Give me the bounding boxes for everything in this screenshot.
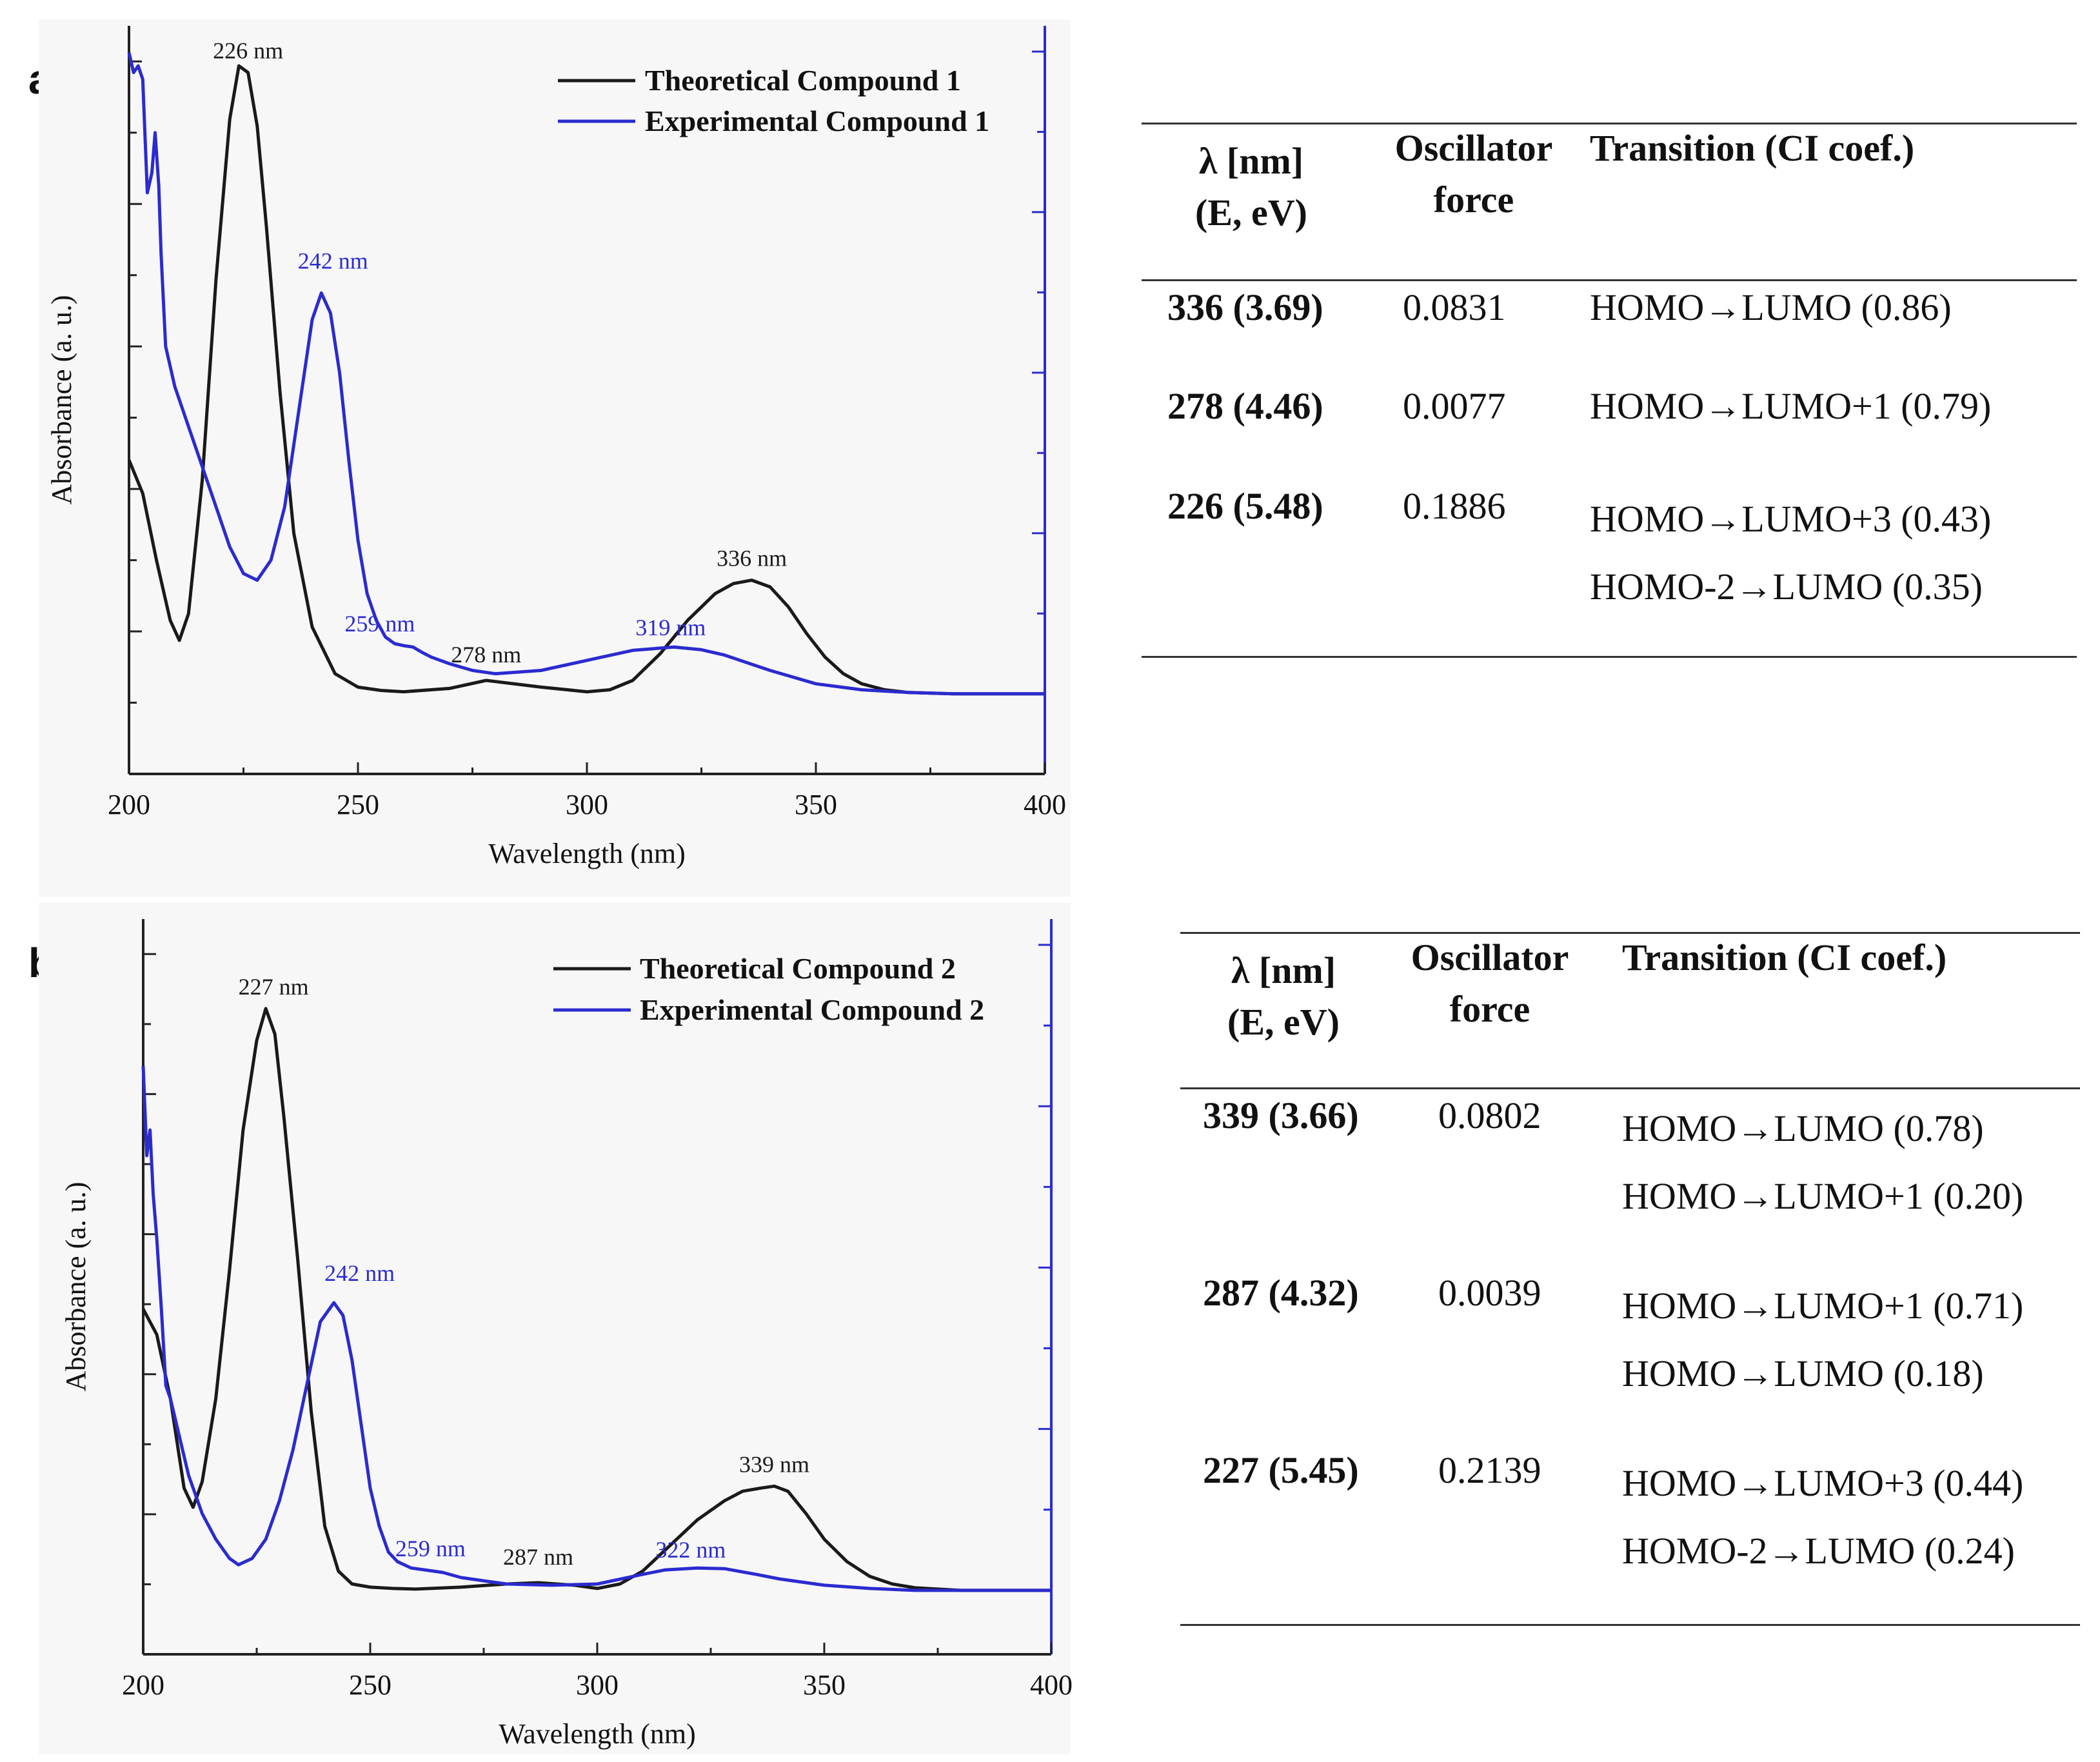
row-lambda: 339 (3.66): [1203, 1094, 1359, 1136]
row-force: 0.2139: [1438, 1449, 1541, 1491]
table-bottom-rule: [1142, 656, 2077, 658]
row-transition: HOMO→LUMO (0.86): [1590, 286, 1952, 328]
x-tick-label: 350: [803, 1669, 846, 1701]
row-lambda: 278 (4.46): [1167, 385, 1323, 427]
series-line-experimental-compound-2: [141, 1065, 1051, 1592]
row-lambda: 336 (3.69): [1167, 286, 1323, 328]
peak-annotation: 322 nm: [655, 1537, 726, 1563]
row-transition: HOMO→LUMO+3 (0.43): [1590, 498, 1992, 540]
x-tick-label: 250: [349, 1669, 391, 1701]
panel-a-chart: 200 250 300 350 400 Wavelength (nm) Absorbance…: [46, 26, 1066, 869]
x-tick-label: 250: [337, 789, 379, 820]
table-bottom-rule: [1180, 1624, 2080, 1626]
row-force: 0.0077: [1403, 385, 1506, 427]
series-line-theoretical-compound-2: [141, 1007, 1051, 1592]
x-tick-label: 400: [1024, 789, 1066, 820]
x-tick-label: 200: [108, 789, 150, 820]
table-top-rule: [1142, 123, 2077, 124]
row-lambda: 226 (5.48): [1167, 485, 1323, 527]
header-force: force: [1449, 988, 1530, 1030]
panel-b-background: [39, 903, 1071, 1754]
row-transition: HOMO→LUMO+1 (0.79): [1590, 385, 1992, 427]
y-axis-label: Absorbance (a. u.): [46, 295, 77, 505]
row-transition: HOMO→LUMO+1 (0.20): [1622, 1175, 2024, 1217]
row-force: 0.1886: [1403, 485, 1506, 527]
row-lambda: 287 (4.32): [1203, 1272, 1359, 1314]
peak-annotation: 339 nm: [739, 1451, 809, 1477]
peak-annotation: 242 nm: [298, 248, 368, 273]
x-tick-label: 300: [566, 789, 608, 820]
peak-annotation: 227 nm: [239, 974, 309, 1000]
table-header-rule: [1180, 1087, 2080, 1089]
table-header-rule: [1142, 279, 2077, 281]
row-transition: HOMO→LUMO (0.78): [1622, 1107, 1984, 1149]
row-transition: HOMO→LUMO (0.18): [1622, 1352, 1984, 1394]
y-axis-label: Absorbance (a. u.): [60, 1182, 92, 1392]
peak-annotation: 336 nm: [717, 546, 787, 571]
legend-label: Theoretical Compound 2: [640, 952, 956, 985]
x-axis-label: Wavelength (nm): [499, 1718, 696, 1750]
table-top-rule: [1180, 932, 2080, 934]
x-tick-label: 350: [795, 789, 837, 820]
row-transition: HOMO-2→LUMO (0.24): [1622, 1530, 2015, 1572]
header-transition: Transition (CI coef.): [1590, 127, 1915, 169]
panel-a-table: λ [nm] (E, eV) Oscillator force Transiti…: [1142, 123, 2083, 671]
series-line-experimental-compound-1: [127, 52, 1045, 696]
row-force: 0.0802: [1438, 1094, 1541, 1136]
peak-annotation: 278 nm: [451, 642, 521, 668]
x-tick-label: 200: [122, 1669, 164, 1701]
peak-annotation: 226 nm: [213, 38, 283, 64]
header-lambda: λ [nm]: [1231, 949, 1336, 991]
row-lambda: 227 (5.45): [1203, 1449, 1359, 1491]
row-transition: HOMO→LUMO+1 (0.71): [1622, 1285, 2024, 1327]
header-oscillator: Oscillator: [1411, 936, 1569, 978]
peak-annotation: 319 nm: [635, 615, 706, 640]
header-oscillator: Oscillator: [1394, 127, 1553, 169]
row-force: 0.0831: [1403, 286, 1506, 328]
row-transition: HOMO→LUMO+3 (0.44): [1622, 1462, 2024, 1504]
legend-label: Experimental Compound 1: [645, 104, 989, 137]
panel-b-table: λ [nm] (E, eV) Oscillator force Transiti…: [1180, 932, 2083, 1635]
peak-annotation: 259 nm: [344, 611, 415, 637]
peak-annotation: 287 nm: [503, 1544, 573, 1570]
series-line-theoretical-compound-1: [127, 64, 1045, 696]
legend-label: Theoretical Compound 1: [645, 64, 961, 97]
header-lambda-energy: (E, eV): [1195, 192, 1307, 233]
x-tick-label: 400: [1030, 1669, 1073, 1701]
legend-label: Experimental Compound 2: [640, 993, 984, 1026]
header-transition: Transition (CI coef.): [1622, 936, 1947, 978]
panel-a-background: [39, 19, 1071, 896]
row-force: 0.0039: [1438, 1272, 1541, 1314]
x-axis-label: Wavelength (nm): [488, 838, 686, 869]
peak-annotation: 242 nm: [324, 1260, 395, 1286]
header-lambda: λ [nm]: [1198, 140, 1304, 182]
row-transition: HOMO-2→LUMO (0.35): [1590, 566, 1983, 608]
peak-annotation: 259 nm: [395, 1536, 466, 1561]
header-lambda-energy: (E, eV): [1227, 1001, 1340, 1043]
header-force: force: [1433, 179, 1514, 221]
x-tick-label: 300: [576, 1669, 619, 1701]
panel-b-chart: 200 250 300 350 400 Wavelength (nm) Absorbance…: [60, 919, 1073, 1750]
